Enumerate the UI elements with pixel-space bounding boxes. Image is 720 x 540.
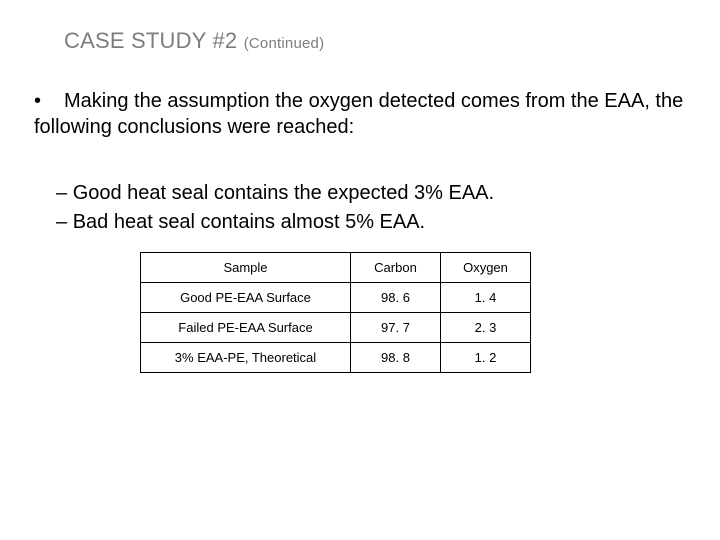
table-row: 3% EAA-PE, Theoretical 98. 8 1. 2: [141, 343, 531, 373]
table-row: Failed PE-EAA Surface 97. 7 2. 3: [141, 313, 531, 343]
dash-icon: –: [56, 211, 67, 233]
sub-bullet-row: – Good heat seal contains the expected 3…: [56, 180, 700, 207]
table-cell: 98. 8: [351, 343, 441, 373]
table-header-cell: Sample: [141, 253, 351, 283]
bullet-dot-icon: •: [34, 88, 50, 114]
main-bullet-text: Making the assumption the oxygen detecte…: [34, 90, 683, 138]
sub-bullet-text: Good heat seal contains the expected 3% …: [73, 182, 494, 204]
sub-bullet-row: – Bad heat seal contains almost 5% EAA.: [56, 209, 700, 236]
table-header-cell: Oxygen: [441, 253, 531, 283]
slide-title: CASE STUDY #2 (Continued): [64, 28, 700, 54]
dash-icon: –: [56, 182, 67, 204]
table-cell: 3% EAA-PE, Theoretical: [141, 343, 351, 373]
slide-body: CASE STUDY #2 (Continued) •Making the as…: [0, 0, 720, 540]
table-cell: 97. 7: [351, 313, 441, 343]
sub-bullet-text: Bad heat seal contains almost 5% EAA.: [73, 211, 425, 233]
table-cell: Failed PE-EAA Surface: [141, 313, 351, 343]
title-main: CASE STUDY #2: [64, 28, 237, 53]
table-header-row: Sample Carbon Oxygen: [141, 253, 531, 283]
main-bullet: •Making the assumption the oxygen detect…: [34, 88, 700, 140]
table-cell: Good PE-EAA Surface: [141, 283, 351, 313]
table-cell: 2. 3: [441, 313, 531, 343]
data-table: Sample Carbon Oxygen Good PE-EAA Surface…: [140, 252, 531, 373]
title-sub: (Continued): [244, 35, 325, 52]
sub-bullets: – Good heat seal contains the expected 3…: [56, 180, 700, 236]
data-table-wrap: Sample Carbon Oxygen Good PE-EAA Surface…: [140, 252, 700, 373]
table-cell: 1. 2: [441, 343, 531, 373]
table-cell: 98. 6: [351, 283, 441, 313]
table-header-cell: Carbon: [351, 253, 441, 283]
table-cell: 1. 4: [441, 283, 531, 313]
table-row: Good PE-EAA Surface 98. 6 1. 4: [141, 283, 531, 313]
